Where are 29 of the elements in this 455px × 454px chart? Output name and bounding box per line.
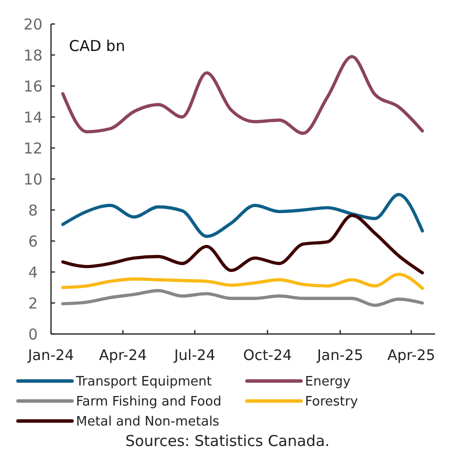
- y-tick-label: 0: [28, 325, 38, 344]
- x-tick-label: Apr-25: [387, 348, 436, 364]
- line-series: [61, 272, 424, 290]
- y-tick-label: 10: [23, 170, 43, 188]
- y-tick-label: 12: [23, 139, 43, 158]
- y-tick-label: 2: [28, 294, 38, 312]
- y-tick-label: 14: [23, 108, 43, 126]
- legend-label: Farm Fishing and Food: [76, 394, 222, 410]
- y-tick-label: 4: [28, 263, 38, 282]
- y-tick-label: 20: [23, 15, 43, 34]
- y-tick-label: 16: [23, 77, 43, 96]
- y-tick-label: 6: [28, 232, 38, 250]
- x-tick-label: Jul-24: [173, 348, 216, 364]
- x-tick-label: Oct-24: [243, 348, 292, 364]
- x-tick-label: Jan-25: [316, 348, 364, 364]
- line-series: [61, 214, 424, 274]
- y-tick-label: 8: [28, 201, 38, 220]
- line-series: [61, 289, 424, 307]
- source-note: Sources: Statistics Canada.: [125, 432, 330, 450]
- y-tick-label: 18: [23, 46, 43, 64]
- x-tick-label: Apr-24: [98, 348, 147, 364]
- line-series: [61, 54, 424, 135]
- legend-label: Energy: [305, 374, 351, 390]
- x-tick-label: Jan-24: [26, 348, 74, 364]
- line-series: [61, 192, 424, 238]
- legend-label: Forestry: [305, 394, 358, 410]
- annotation: CAD bn: [69, 37, 126, 55]
- legend-label: Metal and Non-metals: [76, 414, 220, 430]
- legend-label: Transport Equipment: [75, 374, 212, 390]
